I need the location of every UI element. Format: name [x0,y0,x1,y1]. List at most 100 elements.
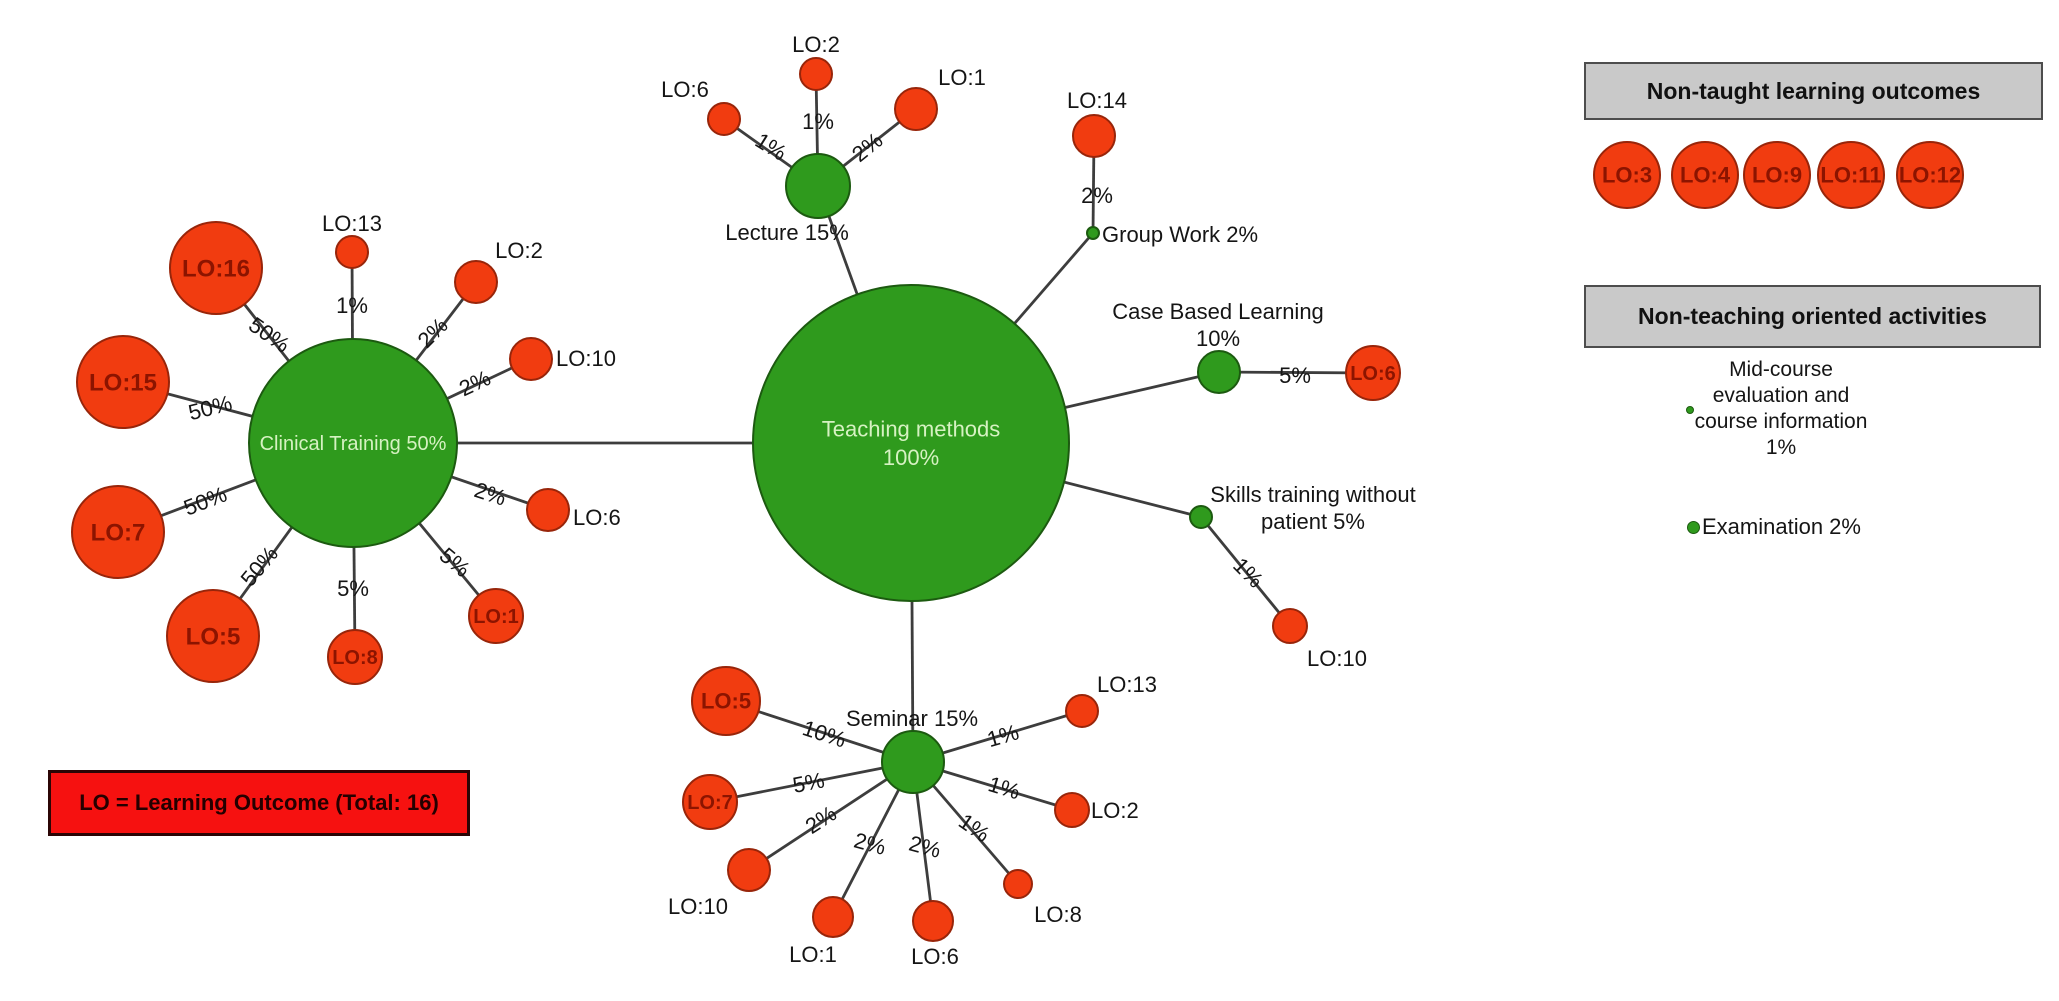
node-label-se-lo10: LO:10 [668,894,728,919]
edge-label-cbl-cbl-lo6: 5% [1279,363,1311,388]
hub-node-cbl [1197,350,1241,394]
node-label-ct-lo1: LO:1 [473,606,519,628]
non-taught-outcomes-header: Non-taught learning outcomes [1584,62,2043,120]
edge-label-seminar-se-lo13: 1% [984,719,1021,752]
node-label-se-lo5: LO:5 [701,689,751,714]
lo-node-cbl-lo6 [1345,345,1401,401]
node-label-le-lo1: LO:1 [938,65,986,90]
node-label-nt-lo11: LO:11 [1820,163,1881,188]
lo-node-gw-lo14 [1072,114,1116,158]
lo-node-nt-lo3 [1593,141,1661,209]
node-label-ct-lo6: LO:6 [573,505,621,530]
lo-node-se-lo2 [1054,792,1090,828]
edge-label-lecture-le-lo2: 1% [802,109,834,134]
node-label-cbl-1: Case Based Learning [1112,299,1324,324]
node-label-se-lo7: LO:7 [687,792,733,814]
lo-node-se-lo5 [691,666,761,736]
lo-node-ct-lo6 [526,488,570,532]
examination-dot [1687,521,1700,534]
lo-node-le-lo6 [707,102,741,136]
lo-node-le-lo1 [894,87,938,131]
edge-label-seminar-se-lo7: 5% [791,767,827,798]
hub-node-skills [1189,505,1213,529]
lo-node-nt-lo12 [1896,141,1964,209]
edge-label-clinical-ct-lo13: 1% [336,293,368,318]
lo-node-ct-lo1 [468,588,524,644]
node-label-sk-lo10: LO:10 [1307,646,1367,671]
lo-node-ct-lo8 [327,629,383,685]
lo-node-ct-lo2 [454,260,498,304]
midcourse-line-4: 1% [1765,436,1797,459]
lo-node-le-lo2 [799,57,833,91]
node-label-nt-lo3: LO:3 [1602,163,1652,188]
node-label-ct-lo2: LO:2 [495,238,543,263]
node-label-se-lo13: LO:13 [1097,672,1157,697]
node-label-se-lo2: LO:2 [1091,798,1139,823]
lo-node-ct-lo7 [71,485,165,579]
edge-label-clinical-ct-lo8: 5% [337,576,369,601]
edge-label-seminar-se-lo5: 10% [800,715,850,752]
lo-legend-box: LO = Learning Outcome (Total: 16) [48,770,470,836]
node-label-nt-lo9: LO:9 [1752,163,1802,188]
lo-node-se-lo7 [682,774,738,830]
edge-label-clinical-ct-lo7: 50% [180,481,230,520]
node-label-ct-lo13: LO:13 [322,211,382,236]
edge-label-seminar-se-lo2: 1% [985,771,1023,804]
hub-node-seminar [881,730,945,794]
node-label-ct-lo8: LO:8 [332,647,378,669]
lo-node-ct-lo13 [335,235,369,269]
node-label-ct-lo5: LO:5 [186,623,241,650]
node-label-seminar: Seminar 15% [846,706,978,731]
node-label-ct-lo7: LO:7 [91,519,146,546]
lo-node-se-lo8 [1003,869,1033,899]
node-label-ct-lo15: LO:15 [89,369,157,396]
node-label-gw-lo14: LO:14 [1067,88,1127,113]
hub-node-lecture [785,153,851,219]
edge-label-seminar-se-lo8: 1% [954,808,994,847]
edge-label-clinical-ct-lo16: 50% [244,312,294,358]
midcourse-line-3: course information [1694,410,1868,433]
edge-seminar-se-lo7 [709,760,914,804]
edge-label-seminar-se-lo6: 2% [906,831,943,863]
lo-node-ct-lo16 [169,221,263,315]
lo-node-se-lo6 [912,900,954,942]
lo-node-se-lo13 [1065,694,1099,728]
midcourse-evaluation-label: Mid-course evaluation and course informa… [1690,357,1872,461]
node-label-teaching-2: 100% [883,445,939,470]
examination-label: Examination 2% [1702,514,1861,539]
node-label-teaching-1: Teaching methods [822,416,1001,441]
node-label-se-lo1: LO:1 [789,942,837,967]
lo-node-nt-lo9 [1743,141,1811,209]
hub-node-clinical [248,338,458,548]
node-label-lecture: Lecture 15% [725,220,849,245]
non-teaching-activities-header: Non-teaching oriented activities [1584,285,2041,348]
hub-node-groupwork [1086,226,1100,240]
node-label-se-lo6: LO:6 [911,944,959,969]
lo-node-ct-lo15 [76,335,170,429]
node-label-cbl-2: 10% [1196,326,1240,351]
node-label-ct-lo16: LO:16 [182,255,250,282]
lo-node-nt-lo11 [1817,141,1885,209]
node-label-cbl-lo6: LO:6 [1350,363,1396,385]
midcourse-line-1: Mid-course [1729,358,1833,381]
lo-node-se-lo10 [727,848,771,892]
edge-label-lecture-le-lo6: 1% [751,128,791,166]
midcourse-dot [1686,406,1694,414]
edge-label-seminar-se-lo1: 2% [851,828,888,860]
midcourse-line-2: evaluation and [1712,384,1850,407]
node-label-clinical: Clinical Training 50% [260,433,447,455]
node-label-skills-2: patient 5% [1261,509,1365,534]
edge-seminar-se-lo10 [748,760,914,872]
node-label-nt-lo12: LO:12 [1899,163,1961,188]
node-label-skills-1: Skills training without [1210,482,1415,507]
node-label-ct-lo10: LO:10 [556,346,616,371]
edge-label-clinical-ct-lo6: 2% [471,477,509,511]
node-label-nt-lo4: LO:4 [1680,163,1731,188]
lo-node-ct-lo5 [166,589,260,683]
edge-label-groupwork-gw-lo14: 2% [1081,183,1113,208]
lo-node-sk-lo10 [1272,608,1308,644]
edge-label-clinical-ct-lo10: 2% [455,365,494,401]
edge-label-clinical-ct-lo15: 50% [186,390,235,425]
